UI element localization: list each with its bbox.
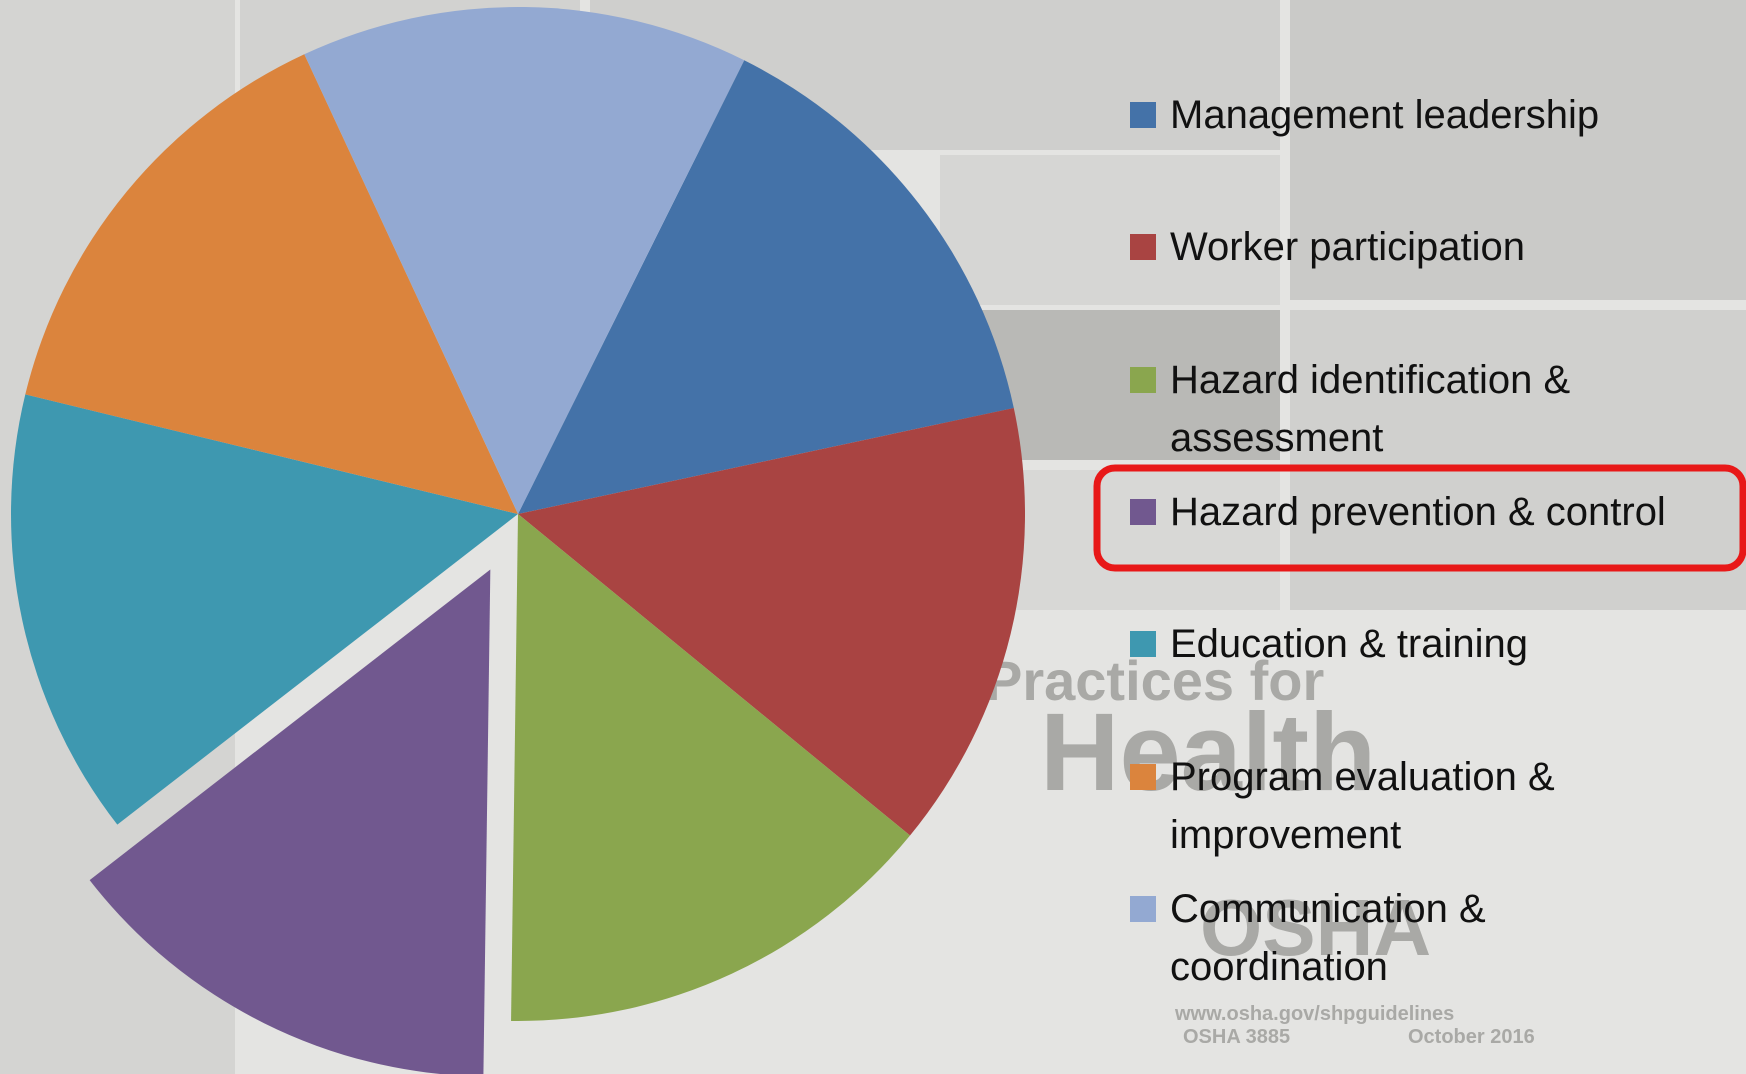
legend-label: Management leadership [1170,93,1600,137]
background-text: October 2016 [1408,1026,1535,1048]
legend-item: Communication & coordination [1130,880,1730,996]
pie-slice [25,54,518,514]
legend-item: Management leadership [1130,86,1730,144]
legend-swatch [1130,367,1156,393]
legend-item: Worker participation [1130,218,1730,276]
legend-item: Education & training [1130,615,1730,673]
legend-label: Program evaluation & improvement [1170,755,1555,857]
legend-item: Hazard identification & assessment [1130,351,1730,467]
pie [11,7,1026,1074]
legend-swatch [1130,102,1156,128]
photo-tile [1290,310,1746,610]
legend-swatch [1130,234,1156,260]
background-text: OSHA 3885 [1183,1026,1290,1048]
legend-swatch [1130,499,1156,525]
legend-label: Communication & coordination [1170,887,1486,989]
legend-swatch [1130,631,1156,657]
legend-item: Hazard prevention & control [1130,483,1730,541]
legend-item: Program evaluation & improvement [1130,748,1730,864]
photo-tile [1290,0,1746,300]
legend-label: Hazard identification & assessment [1170,358,1571,460]
background-text: www.osha.gov/shpguidelines [1174,1003,1454,1025]
background-text: Health [1040,691,1376,814]
background-text: OSHA [1200,883,1431,972]
pie-slice [511,514,911,1021]
background-text: Practices for [985,649,1324,712]
highlight-box [1093,464,1746,572]
pie-slice [518,60,1014,514]
legend-swatch [1130,896,1156,922]
legend-label: Worker participation [1170,225,1525,269]
pie-slice [89,569,491,1074]
photo-tile [940,155,1280,305]
legend-swatch [1130,764,1156,790]
pie-slice [518,407,1026,836]
legend-label: Education & training [1170,622,1529,666]
pie-slice [304,7,745,514]
legend-label: Hazard prevention & control [1170,490,1666,534]
pie-slice [11,394,519,825]
